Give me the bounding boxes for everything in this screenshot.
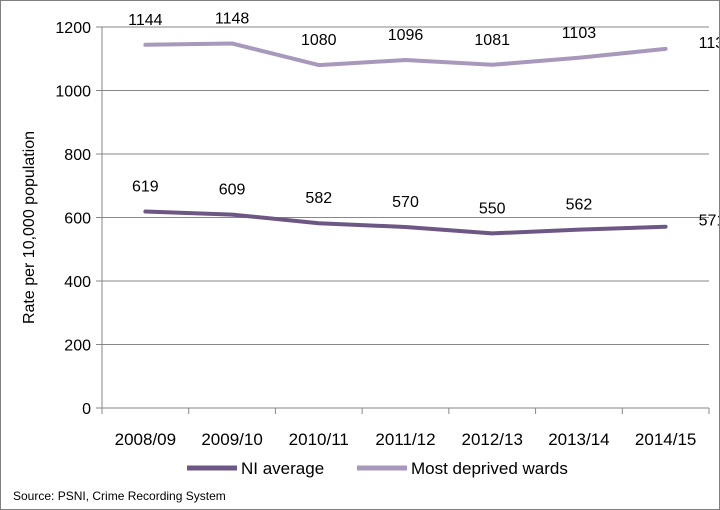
data-label: 619 [132, 178, 159, 195]
legend: NI average Most deprived wards [187, 459, 568, 478]
data-label: 1096 [388, 27, 424, 44]
grid-lines [102, 26, 709, 345]
source-note: Source: PSNI, Crime Recording System [13, 489, 226, 503]
y-tick-label: 400 [64, 274, 91, 291]
axes: 0 200 400 600 800 1000 1200 2008/09 2009/10 2010/… [21, 20, 710, 449]
y-tick-label: 600 [64, 211, 91, 228]
data-label: 1148 [215, 11, 250, 28]
data-label: 1144 [128, 12, 163, 29]
x-tick-label: 2014/15 [635, 430, 696, 449]
data-label: 582 [305, 190, 332, 207]
x-tick-label: 2009/10 [201, 430, 262, 449]
x-tick-label: 2013/14 [548, 430, 609, 449]
data-label: 562 [566, 197, 593, 214]
x-tick-label: 2012/13 [461, 430, 522, 449]
data-label: 570 [392, 194, 419, 211]
y-tick-label: 1000 [55, 84, 91, 101]
data-label: 1103 [562, 25, 597, 42]
y-tick-label: 1200 [55, 20, 91, 37]
x-tick-label: 2010/11 [289, 430, 349, 449]
legend-label: Most deprived wards [411, 459, 568, 478]
x-tick-label: 2008/09 [115, 430, 176, 449]
data-label: 609 [219, 182, 246, 199]
series-line [143, 41, 668, 68]
data-label: 550 [479, 200, 506, 217]
legend-label: NI average [241, 459, 324, 478]
data-label: 1080 [301, 32, 337, 49]
y-tick-label: 800 [64, 147, 91, 164]
y-axis-title: Rate per 10,000 population [21, 131, 38, 324]
data-label: 1131 [699, 35, 719, 52]
data-label: 1081 [474, 32, 510, 49]
x-tick-label: 2011/12 [375, 430, 435, 449]
y-tick-label: 0 [82, 401, 91, 418]
data-label: 571 [699, 213, 719, 230]
y-tick-label: 200 [64, 338, 91, 355]
series-group: 619 609 582 570 550 562 571 1144 1148 1080 1096 108… [128, 11, 719, 236]
series-line [143, 209, 668, 236]
